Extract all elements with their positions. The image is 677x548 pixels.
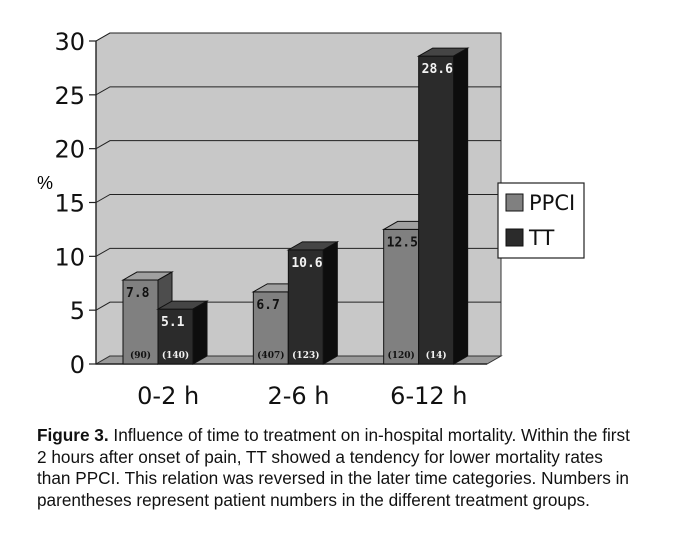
data-label: 10.6 <box>291 256 322 271</box>
grid-line <box>95 247 501 257</box>
figure-caption: Figure 3. Influence of time to treatment… <box>37 425 637 511</box>
bars <box>121 47 470 365</box>
grid-line <box>95 140 501 150</box>
patient-count-label: (407) <box>257 350 284 361</box>
patient-count-label: (120) <box>388 350 415 361</box>
patient-count-label: (123) <box>292 350 319 361</box>
bar-tt-side <box>322 241 338 365</box>
y-tick-label: 0 <box>70 351 85 379</box>
bar-tt-side <box>453 47 469 365</box>
grid-line <box>95 194 501 203</box>
legend-swatch <box>505 193 524 212</box>
y-tick-label: 20 <box>54 136 85 164</box>
bar-tt-front <box>287 249 324 365</box>
patient-count-label: (140) <box>162 350 189 361</box>
y-tick-label: 5 <box>70 297 85 325</box>
data-label: 5.1 <box>161 315 185 330</box>
data-label: 12.5 <box>387 235 418 250</box>
bar-tt-side <box>192 300 208 365</box>
patient-count-label: (14) <box>426 350 447 361</box>
patient-count-label: (90) <box>130 350 151 361</box>
grid-line <box>95 32 501 42</box>
grid-lines <box>95 32 501 311</box>
bar-ppci-front <box>383 228 420 365</box>
data-label: 28.6 <box>422 62 453 77</box>
data-label: 7.8 <box>126 286 150 301</box>
x-tick-label: 0-2 h <box>137 382 199 410</box>
legend-label: TT <box>528 226 554 250</box>
bar-ppci-front <box>252 291 289 365</box>
y-axis-label: % <box>37 173 53 193</box>
x-tick-label: 6-12 h <box>390 382 467 410</box>
bar-tt-front <box>418 55 455 365</box>
legend-swatch <box>505 228 524 247</box>
value-labels: 7.8 (90) 5.1 (140) 6.7 (407) 10.6 (123) 12.5 (120… <box>126 62 453 361</box>
grid-line <box>95 301 501 311</box>
bar-chart: 7.8 (90) 5.1 (140) 6.7 (407) 10.6 (123) 12.5 (120… <box>37 28 585 410</box>
y-tick-labels: 0 5 10 15 20 25 30 <box>54 28 85 379</box>
y-tick-label: 30 <box>54 28 85 56</box>
bar-ppci-front <box>122 279 159 365</box>
y-tick-label: 10 <box>54 243 85 271</box>
y-tick-label: 25 <box>54 82 85 110</box>
y-tick-label: 15 <box>54 190 85 218</box>
figure-label: Figure 3. <box>37 425 109 445</box>
legend-label: PPCI <box>529 191 575 215</box>
data-label: 6.7 <box>256 298 279 313</box>
legend: PPCI TT <box>497 182 585 259</box>
x-tick-label: 2-6 h <box>267 382 329 410</box>
grid-line <box>95 86 501 96</box>
category-labels: 0-2 h 2-6 h 6-12 h <box>137 382 467 410</box>
caption-text: Influence of time to treatment on in-hos… <box>37 425 630 510</box>
